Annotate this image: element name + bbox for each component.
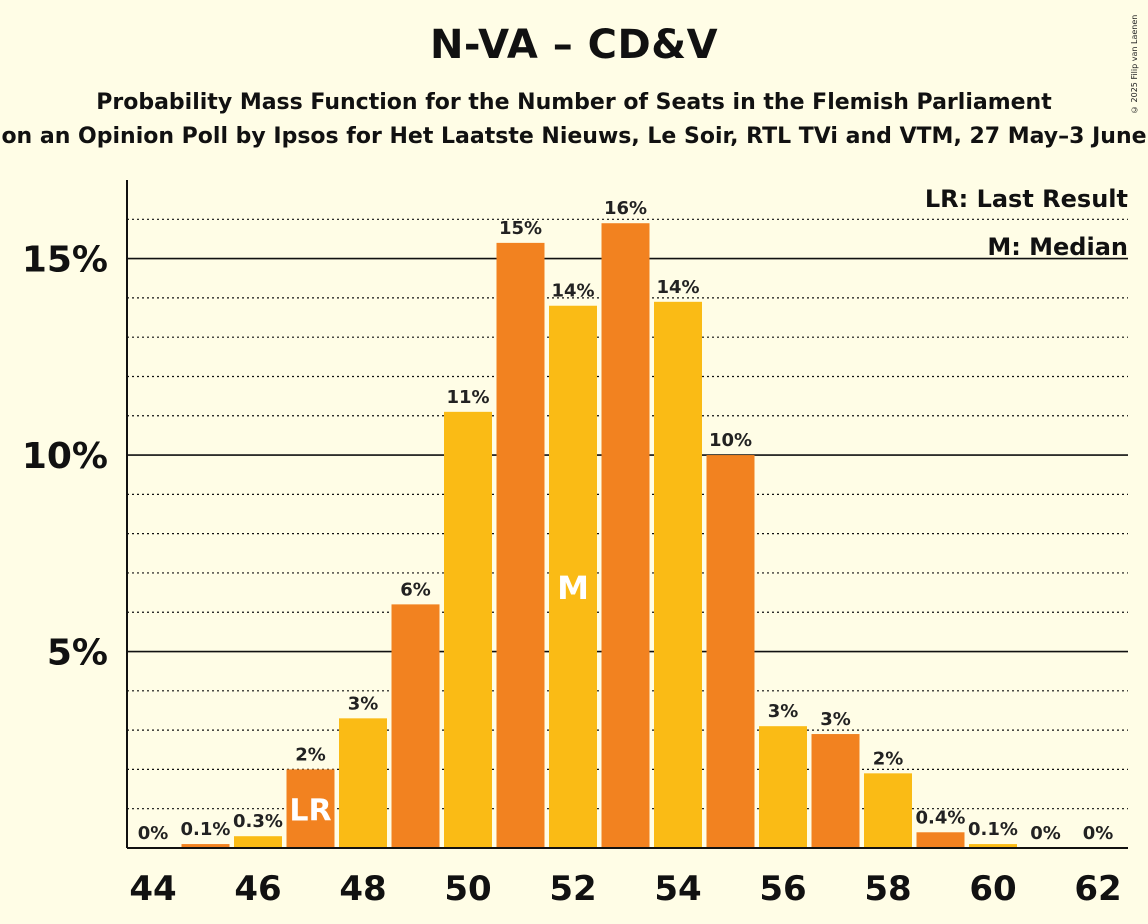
value-label: 0.3%: [233, 811, 283, 832]
value-label: 0%: [138, 823, 169, 844]
x-tick-label: 58: [864, 869, 911, 909]
x-tick-label: 52: [549, 869, 596, 909]
value-label: 0.1%: [968, 819, 1018, 840]
chart-subtitle: Probability Mass Function for the Number…: [96, 90, 1052, 115]
value-label: 16%: [604, 198, 647, 219]
chart-bars: [181, 223, 1017, 849]
x-tick-label: 62: [1074, 869, 1121, 909]
value-label: 2%: [295, 744, 326, 765]
chart-title: N-VA – CD&V: [429, 22, 719, 68]
value-label: 11%: [446, 387, 489, 408]
value-label: 0%: [1083, 823, 1114, 844]
value-label: 0%: [1030, 823, 1061, 844]
y-tick-labels: 5% 10% 15%: [22, 240, 108, 674]
last-result-marker: LR: [289, 794, 331, 829]
bar-seat-53: [601, 223, 650, 849]
value-labels: 0% 0.1% 0.3%2%3%6%11%15%14%16%14%10%3% 3%2%…: [138, 198, 1114, 844]
bar-seat-55: [706, 455, 755, 848]
median-marker: M: [557, 569, 589, 607]
bar-seat-46: [234, 836, 282, 848]
bar-seat-49: [391, 604, 440, 848]
y-tick-label: 5%: [47, 633, 108, 674]
x-tick-label: 56: [759, 869, 806, 909]
x-tick-label: 44: [129, 869, 176, 909]
bar-seat-50: [444, 411, 492, 848]
bar-seat-59: [916, 832, 965, 848]
value-label: 15%: [499, 218, 542, 239]
value-label: 10%: [709, 430, 752, 451]
value-label: 0.4%: [916, 807, 966, 828]
value-label: 0.1%: [181, 819, 231, 840]
chart-axes: [126, 180, 1128, 849]
x-tick-labels: 44 46 48 50 52 54 56 58 60 62: [129, 869, 1121, 909]
x-tick-label: 54: [654, 869, 701, 909]
bar-seat-51: [496, 242, 545, 848]
bar-seat-52: [549, 305, 597, 848]
chart-source: on an Opinion Poll by Ipsos for Het Laat…: [1, 124, 1147, 149]
x-tick-label: 48: [339, 869, 386, 909]
value-label: 3%: [768, 701, 799, 722]
bar-seat-47: [286, 769, 335, 848]
bar-seat-56: [759, 726, 807, 848]
bar-seat-48: [339, 718, 387, 848]
y-tick-label: 10%: [22, 436, 108, 477]
bar-seat-54: [654, 301, 702, 848]
value-label: 3%: [820, 709, 851, 730]
x-tick-label: 46: [234, 869, 281, 909]
value-label: 14%: [656, 277, 699, 298]
value-label: 6%: [400, 579, 431, 600]
value-label: 2%: [873, 748, 904, 769]
bar-seat-57: [811, 734, 860, 848]
x-tick-label: 60: [969, 869, 1016, 909]
bar-markers: LR M: [289, 569, 589, 829]
value-label: 14%: [551, 281, 594, 302]
bar-seat-60: [969, 844, 1017, 848]
y-tick-label: 15%: [22, 240, 108, 281]
value-label: 3%: [348, 693, 379, 714]
legend-median: M: Median: [987, 233, 1128, 261]
legend-last-result: LR: Last Result: [924, 185, 1128, 213]
bar-seat-58: [864, 773, 912, 848]
x-tick-label: 50: [444, 869, 491, 909]
bar-seat-45: [181, 844, 230, 848]
